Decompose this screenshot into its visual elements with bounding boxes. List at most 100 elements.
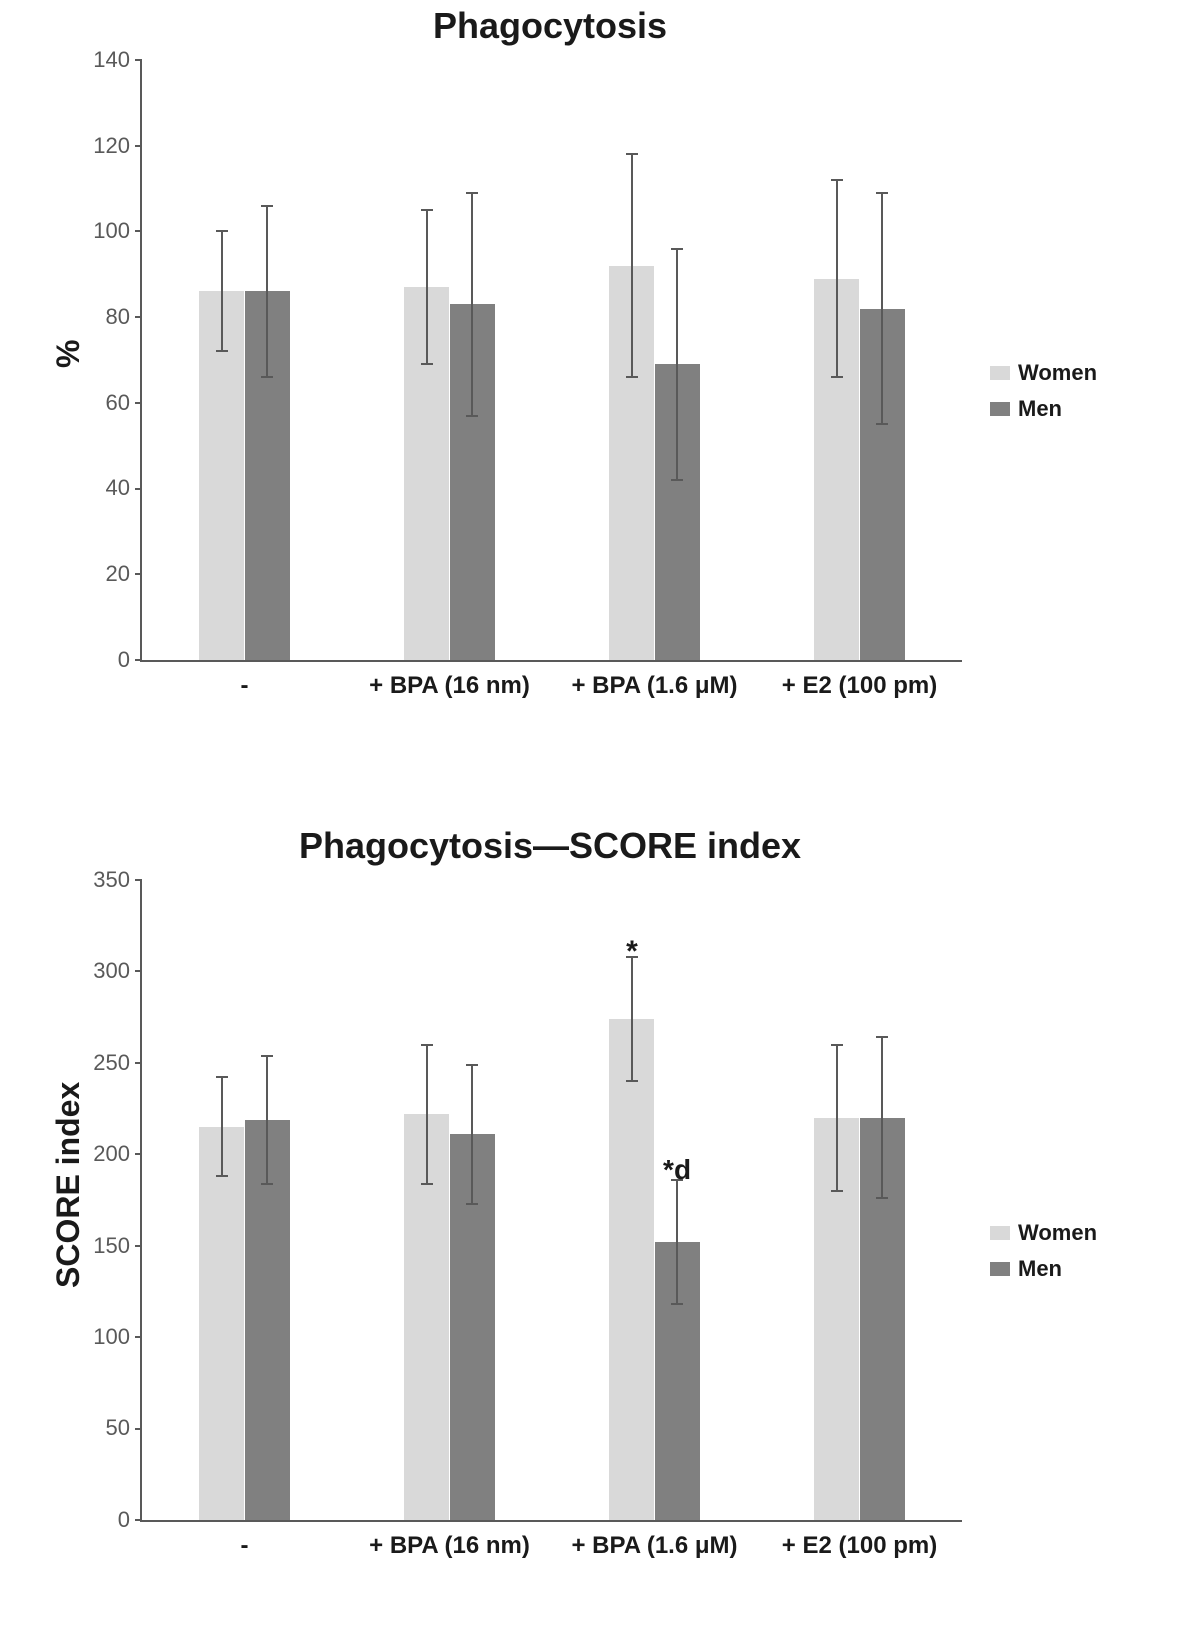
- legend-swatch-men: [990, 1262, 1010, 1276]
- error-bar-stem: [221, 231, 223, 351]
- y-tick-mark: [135, 316, 142, 318]
- error-bar-cap-bottom: [261, 1183, 273, 1185]
- y-tick-mark: [135, 1336, 142, 1338]
- error-bar-cap-top: [261, 1055, 273, 1057]
- y-tick-label: 80: [106, 304, 130, 330]
- chart-title: Phagocytosis: [140, 5, 960, 47]
- error-bar-stem: [266, 1056, 268, 1184]
- y-tick-mark: [135, 488, 142, 490]
- y-tick-label: 100: [93, 218, 130, 244]
- error-bar-stem: [471, 1065, 473, 1204]
- legend-item: Women: [990, 1220, 1170, 1246]
- x-tick-label: + BPA (16 nm): [369, 1532, 530, 1560]
- chart-title: Phagocytosis—SCORE index: [140, 825, 960, 867]
- legend-swatch-men: [990, 402, 1010, 416]
- error-bar-cap-top: [831, 179, 843, 181]
- y-tick-mark: [135, 1428, 142, 1430]
- error-bar-stem: [221, 1077, 223, 1176]
- bar-women: [199, 1127, 244, 1520]
- error-bar-cap-top: [421, 1044, 433, 1046]
- y-tick-mark: [135, 1153, 142, 1155]
- plot-area: 020406080100120140-+ BPA (16 nm)+ BPA (1…: [140, 60, 962, 662]
- y-tick-label: 100: [93, 1324, 130, 1350]
- error-bar-cap-top: [261, 205, 273, 207]
- x-tick-label: + E2 (100 pm): [782, 1532, 937, 1560]
- error-bar-cap-top: [466, 192, 478, 194]
- x-tick-label: + BPA (1.6 μM): [571, 672, 737, 700]
- error-bar-cap-top: [216, 230, 228, 232]
- plot-area: 050100150200250300350-+ BPA (16 nm)+ BPA…: [140, 880, 962, 1522]
- y-tick-label: 40: [106, 475, 130, 501]
- error-bar-cap-bottom: [421, 1183, 433, 1185]
- y-tick-mark: [135, 879, 142, 881]
- legend-label: Men: [1018, 1256, 1062, 1282]
- error-bar-cap-top: [466, 1064, 478, 1066]
- error-bar-cap-top: [876, 192, 888, 194]
- y-tick-mark: [135, 970, 142, 972]
- y-tick-label: 60: [106, 390, 130, 416]
- annotation: *: [626, 935, 638, 969]
- y-tick-label: 150: [93, 1233, 130, 1259]
- y-tick-mark: [135, 59, 142, 61]
- error-bar-cap-bottom: [831, 376, 843, 378]
- chart-panel-phago_pct: Phagocytosis 020406080100120140-+ BPA (16…: [0, 0, 1181, 740]
- x-tick-label: + BPA (16 nm): [369, 672, 530, 700]
- legend-label: Women: [1018, 1220, 1097, 1246]
- legend-swatch-women: [990, 366, 1010, 380]
- error-bar-cap-top: [831, 1044, 843, 1046]
- error-bar-stem: [426, 210, 428, 364]
- error-bar-stem: [836, 1045, 838, 1191]
- error-bar-stem: [881, 1037, 883, 1198]
- legend-label: Men: [1018, 396, 1062, 422]
- y-tick-mark: [135, 145, 142, 147]
- legend: Women Men: [990, 360, 1170, 432]
- x-tick-label: -: [241, 1532, 249, 1560]
- y-tick-label: 250: [93, 1050, 130, 1076]
- error-bar-stem: [676, 249, 678, 480]
- error-bar-cap-bottom: [671, 1303, 683, 1305]
- error-bar-cap-bottom: [831, 1190, 843, 1192]
- error-bar-stem: [471, 193, 473, 416]
- x-tick-label: -: [241, 672, 249, 700]
- error-bar-cap-bottom: [626, 376, 638, 378]
- legend-item: Women: [990, 360, 1170, 386]
- y-axis-title: %: [50, 340, 87, 368]
- y-tick-label: 350: [93, 867, 130, 893]
- legend-swatch-women: [990, 1226, 1010, 1240]
- error-bar-cap-bottom: [261, 376, 273, 378]
- error-bar-cap-bottom: [216, 1175, 228, 1177]
- error-bar-stem: [631, 957, 633, 1081]
- y-axis-title: SCORE index: [50, 1082, 87, 1288]
- page-root: Phagocytosis 020406080100120140-+ BPA (16…: [0, 0, 1181, 1636]
- y-tick-mark: [135, 573, 142, 575]
- legend-label: Women: [1018, 360, 1097, 386]
- y-tick-label: 0: [118, 1507, 130, 1533]
- y-tick-label: 300: [93, 958, 130, 984]
- chart-panel-phago_score: Phagocytosis—SCORE index 0501001502002503…: [0, 820, 1181, 1600]
- y-tick-label: 20: [106, 561, 130, 587]
- y-tick-label: 200: [93, 1141, 130, 1167]
- error-bar-stem: [266, 206, 268, 377]
- y-tick-mark: [135, 1062, 142, 1064]
- error-bar-cap-bottom: [216, 350, 228, 352]
- error-bar-cap-bottom: [876, 423, 888, 425]
- error-bar-cap-bottom: [626, 1080, 638, 1082]
- error-bar-stem: [836, 180, 838, 377]
- error-bar-cap-top: [421, 209, 433, 211]
- bar-women: [609, 1019, 654, 1520]
- y-tick-mark: [135, 1245, 142, 1247]
- error-bar-cap-bottom: [671, 479, 683, 481]
- error-bar-stem: [426, 1045, 428, 1184]
- y-tick-mark: [135, 402, 142, 404]
- annotation: *d: [663, 1154, 691, 1186]
- error-bar-cap-bottom: [421, 363, 433, 365]
- legend: Women Men: [990, 1220, 1170, 1292]
- error-bar-cap-bottom: [876, 1197, 888, 1199]
- error-bar-stem: [676, 1180, 678, 1304]
- error-bar-cap-top: [876, 1036, 888, 1038]
- error-bar-stem: [631, 154, 633, 377]
- x-tick-label: + BPA (1.6 μM): [571, 1532, 737, 1560]
- error-bar-stem: [881, 193, 883, 424]
- x-tick-label: + E2 (100 pm): [782, 672, 937, 700]
- y-tick-mark: [135, 230, 142, 232]
